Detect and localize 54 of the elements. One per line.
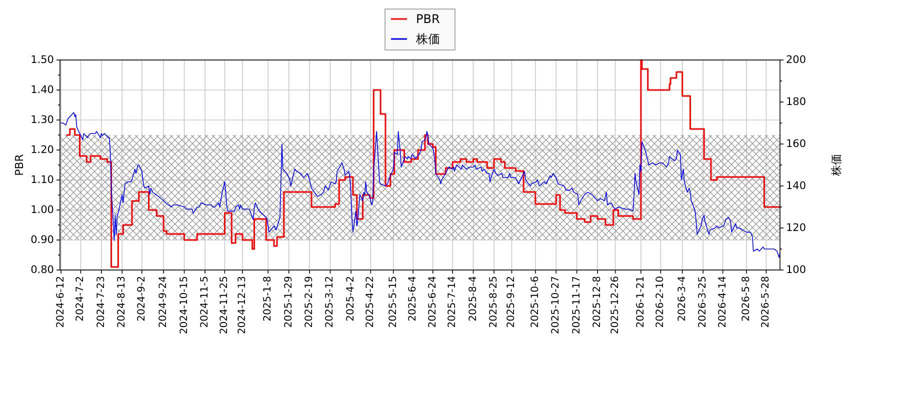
x-tick-label: 2025-4-22: [365, 276, 376, 328]
x-tick-label: 2025-1-8: [262, 276, 274, 322]
x-tick-label: 2024-10-15: [178, 276, 190, 334]
x-tick-label: 2025-9-12: [506, 276, 518, 328]
x-tick-label: 2026-5-28: [760, 276, 772, 328]
y-tick-label: 1.30: [30, 114, 54, 126]
x-tick-label: 2024-12-13: [236, 276, 248, 334]
x-tick-label: 2025-8-25: [488, 276, 500, 328]
y2-tick-label: 180: [786, 96, 806, 108]
x-tick-label: 2025-1-29: [283, 276, 294, 328]
y-tick-label: 1.50: [30, 54, 54, 66]
x-tick-label: 2025-11-17: [571, 276, 582, 334]
line-series: [60, 112, 780, 258]
y2-tick-label: 100: [786, 264, 806, 276]
y2-tick-label: 140: [786, 180, 806, 192]
x-tick-label: 2024-9-2: [136, 276, 148, 322]
x-tick-label: 2024-9-24: [158, 276, 170, 328]
x-tick-label: 2024-11-5: [199, 276, 210, 328]
x-tick-label: 2025-7-14: [447, 276, 458, 328]
y-tick-label: 0.80: [30, 264, 54, 276]
x-tick-label: 2026-1-21: [635, 276, 646, 328]
x-tick-label: 2024-6-12: [55, 276, 66, 328]
y-tick-label: 0.90: [30, 234, 54, 246]
x-tick-label: 2025-2-19: [304, 276, 316, 328]
x-tick-label: 2025-5-15: [388, 276, 399, 328]
x-tick-label: 2025-10-6: [530, 276, 541, 328]
y2-tick-label: 160: [786, 138, 806, 150]
y-tick-label: 1.00: [30, 204, 54, 216]
x-tick-label: 2026-3-25: [698, 276, 709, 328]
y-tick-label: 1.10: [30, 174, 54, 186]
y-tick-label: 1.40: [30, 84, 54, 96]
x-tick-label: 2025-10-27: [550, 276, 562, 334]
x-tick-label: 2026-3-4: [676, 276, 688, 322]
legend-label: PBR: [416, 12, 440, 26]
x-tick-label: 2026-4-14: [717, 276, 728, 328]
x-tick-label: 2026-5-8: [740, 276, 752, 322]
x-tick-label: 2024-11-25: [219, 276, 230, 334]
x-tick-label: 2024-8-13: [116, 276, 128, 328]
x-tick-label: 2024-7-2: [75, 276, 86, 322]
legend-label: 株価: [415, 32, 440, 46]
y2-axis-title: 株価: [830, 154, 842, 177]
x-tick-label: 2025-3-12: [324, 276, 336, 328]
x-tick-label: 2025-6-24: [427, 276, 438, 328]
y-tick-label: 1.20: [30, 144, 54, 156]
x-tick-label: 2025-12-8: [592, 276, 604, 328]
y2-tick-label: 200: [786, 54, 806, 66]
x-tick-label: 2025-4-2: [345, 276, 356, 322]
y-axis-title: PBR: [12, 154, 26, 176]
x-tick-label: 2024-7-23: [96, 276, 107, 328]
x-tick-label: 2025-6-4: [408, 276, 419, 322]
y2-tick-label: 120: [786, 222, 806, 234]
x-tick-label: 2025-8-4: [468, 276, 479, 322]
x-tick-label: 2025-12-26: [610, 276, 621, 334]
x-tick-label: 2026-2-10: [655, 276, 666, 328]
